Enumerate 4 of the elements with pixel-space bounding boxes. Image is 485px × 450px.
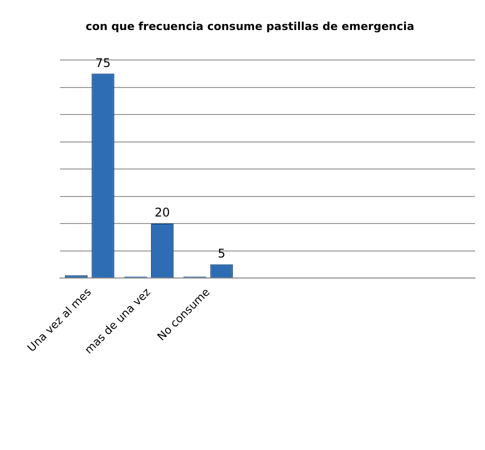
data-label: 5 [218, 246, 226, 261]
data-label: 75 [95, 56, 111, 70]
data-label: 20 [154, 206, 170, 220]
chart-title: con que frecuencia consume pastillas de emergencia [84, 20, 416, 33]
